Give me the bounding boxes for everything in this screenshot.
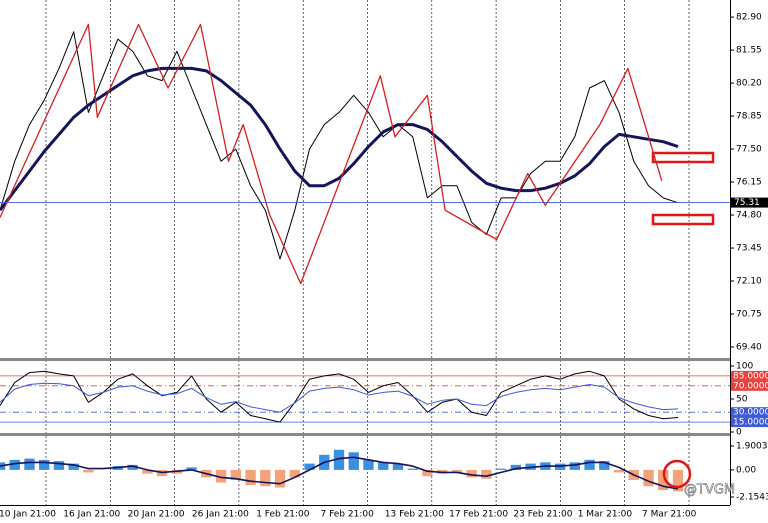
y-tick-label: 69.40 xyxy=(736,343,762,353)
zone-box xyxy=(651,151,715,164)
highlight-circle xyxy=(662,459,692,489)
last-price-label: 75.31 xyxy=(734,198,760,208)
histogram-bar xyxy=(599,461,610,470)
y-tick-label: 76.15 xyxy=(736,178,762,188)
grid xyxy=(45,0,690,505)
x-tick-label: 16 Jan 21:00 xyxy=(63,510,120,520)
histogram-bar xyxy=(333,449,345,470)
histogram-bar xyxy=(230,469,241,480)
histogram-bar xyxy=(68,463,79,470)
histogram-bar xyxy=(510,464,522,470)
histogram-bar xyxy=(215,469,227,483)
series-line xyxy=(0,66,679,212)
histogram-bar xyxy=(245,469,256,485)
y-tick-label: 1.9003 xyxy=(736,442,768,452)
x-tick-label: 20 Jan 21:00 xyxy=(128,510,185,520)
y-tick-label: 0 xyxy=(736,428,742,438)
y-tick-label: 0.00 xyxy=(736,465,756,475)
x-tick-label: 23 Feb 21:00 xyxy=(513,510,572,520)
histogram-bar xyxy=(289,469,300,478)
histogram-bar xyxy=(407,468,418,470)
histogram-bar xyxy=(495,468,507,470)
y-tick-label: 73.45 xyxy=(736,244,762,254)
y-tick-label: 78.85 xyxy=(736,112,762,122)
histogram-bar xyxy=(39,459,50,470)
level-tag xyxy=(731,417,768,428)
level-tag xyxy=(731,380,768,391)
x-tick-label: 1 Feb 21:00 xyxy=(256,510,310,520)
histogram-bar xyxy=(643,469,654,487)
price-tag xyxy=(731,197,768,208)
level-label: 15.0000 xyxy=(733,418,768,428)
y-tick-label: 72.10 xyxy=(736,277,762,287)
series-line xyxy=(0,370,679,423)
level-label: 30.0000 xyxy=(733,408,768,418)
watermark: @TVGM xyxy=(684,483,735,498)
x-tick-label: 26 Jan 21:00 xyxy=(192,510,249,520)
x-tick-label: 17 Feb 21:00 xyxy=(449,510,508,520)
histogram-bar xyxy=(260,469,271,487)
histogram-bar xyxy=(466,469,477,478)
y-tick-label: 50 xyxy=(736,395,748,405)
y-tick-label: 70.75 xyxy=(736,310,762,320)
y-tick-label: 74.80 xyxy=(736,211,762,221)
series-line xyxy=(0,31,679,260)
y-tick-label: 81.55 xyxy=(736,46,762,56)
x-tick-label: 13 Feb 21:00 xyxy=(385,510,444,520)
histogram-bar xyxy=(53,461,65,470)
histogram-bar xyxy=(378,462,389,470)
histogram-bar xyxy=(274,469,286,488)
histogram-bar xyxy=(24,458,35,470)
series-line xyxy=(0,456,679,490)
histogram-bar xyxy=(481,469,492,479)
level-label: 70.0000 xyxy=(733,381,768,391)
level-tag xyxy=(731,407,768,418)
x-tick-label: 7 Feb 21:00 xyxy=(321,510,375,520)
histogram-bar xyxy=(348,452,359,470)
histogram-bar xyxy=(304,463,315,470)
level-tag xyxy=(731,370,768,381)
series-line xyxy=(0,23,663,285)
histogram-bar xyxy=(9,459,20,470)
y-tick-label: -2.1543 xyxy=(736,493,768,503)
x-tick-label: 1 Mar 21:00 xyxy=(578,510,633,520)
y-tick-label: 82.90 xyxy=(736,13,762,23)
y-tick-label: 80.20 xyxy=(736,79,762,89)
histogram-bar xyxy=(186,467,197,470)
histogram-bar xyxy=(142,469,153,474)
histogram-bar xyxy=(613,469,625,473)
histogram-bar xyxy=(127,464,138,470)
y-tick-label: 77.50 xyxy=(736,145,762,155)
histogram-bar xyxy=(451,469,463,473)
x-tick-label: 10 Jan 21:00 xyxy=(0,510,56,520)
histogram-bar xyxy=(584,459,595,470)
histogram-bar xyxy=(569,462,580,470)
x-tick-label: 7 Mar 21:00 xyxy=(642,510,697,520)
y-tick-label: 100 xyxy=(736,362,753,372)
zone-box xyxy=(651,213,715,226)
histogram-bar xyxy=(363,459,374,470)
level-label: 85.0000 xyxy=(733,371,768,381)
histogram-bar xyxy=(658,469,669,491)
histogram-bar xyxy=(422,469,433,477)
histogram-bar xyxy=(83,469,94,473)
histogram-bar xyxy=(392,463,404,470)
histogram-bar xyxy=(672,469,684,492)
series-line xyxy=(0,382,679,413)
